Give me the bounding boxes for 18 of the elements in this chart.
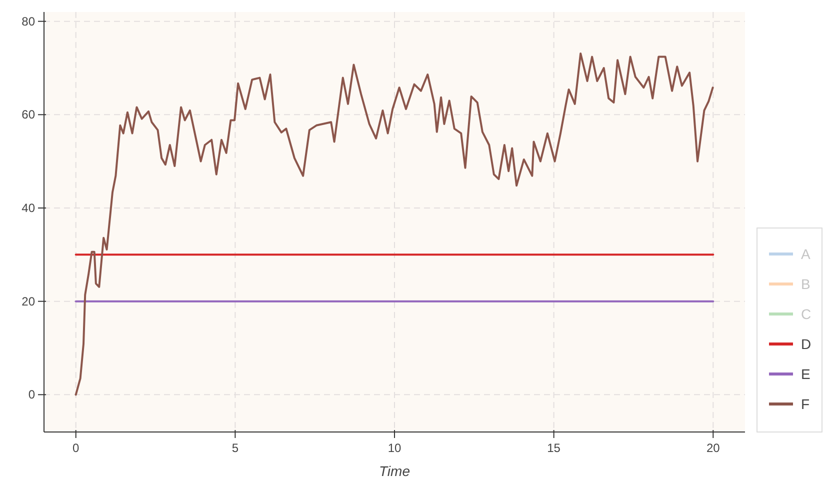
legend-label: B [801, 276, 810, 292]
y-tick-label: 40 [22, 201, 36, 215]
legend-label: D [801, 336, 812, 352]
y-tick-label: 0 [28, 388, 36, 402]
y-tick-label: 20 [22, 294, 36, 308]
legend-label: F [801, 396, 810, 412]
legend-label: C [801, 306, 812, 322]
x-tick-label: 10 [388, 441, 402, 455]
legend-label: E [801, 366, 810, 382]
y-tick-label: 80 [22, 14, 36, 28]
x-axis-title: Time [379, 463, 410, 479]
y-tick-label: 60 [22, 108, 36, 122]
x-tick-label: 20 [706, 441, 720, 455]
legend-label: A [801, 246, 811, 262]
line-series [74, 52, 714, 396]
x-tick-label: 0 [72, 441, 80, 455]
x-tick-label: 5 [232, 441, 239, 455]
x-tick-label: 15 [547, 441, 561, 455]
